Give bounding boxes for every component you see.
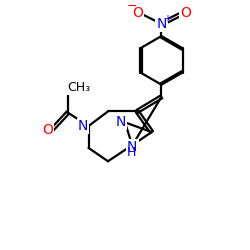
Text: O: O <box>180 6 191 20</box>
Text: O: O <box>42 123 53 137</box>
Text: N: N <box>78 119 88 133</box>
Text: CH₃: CH₃ <box>67 80 90 94</box>
Text: N: N <box>116 115 126 129</box>
Text: H: H <box>126 146 136 159</box>
Text: N: N <box>156 17 167 31</box>
Text: −: − <box>126 0 137 13</box>
Text: O: O <box>132 6 143 20</box>
Text: +: + <box>163 14 171 24</box>
Text: N: N <box>127 140 138 154</box>
